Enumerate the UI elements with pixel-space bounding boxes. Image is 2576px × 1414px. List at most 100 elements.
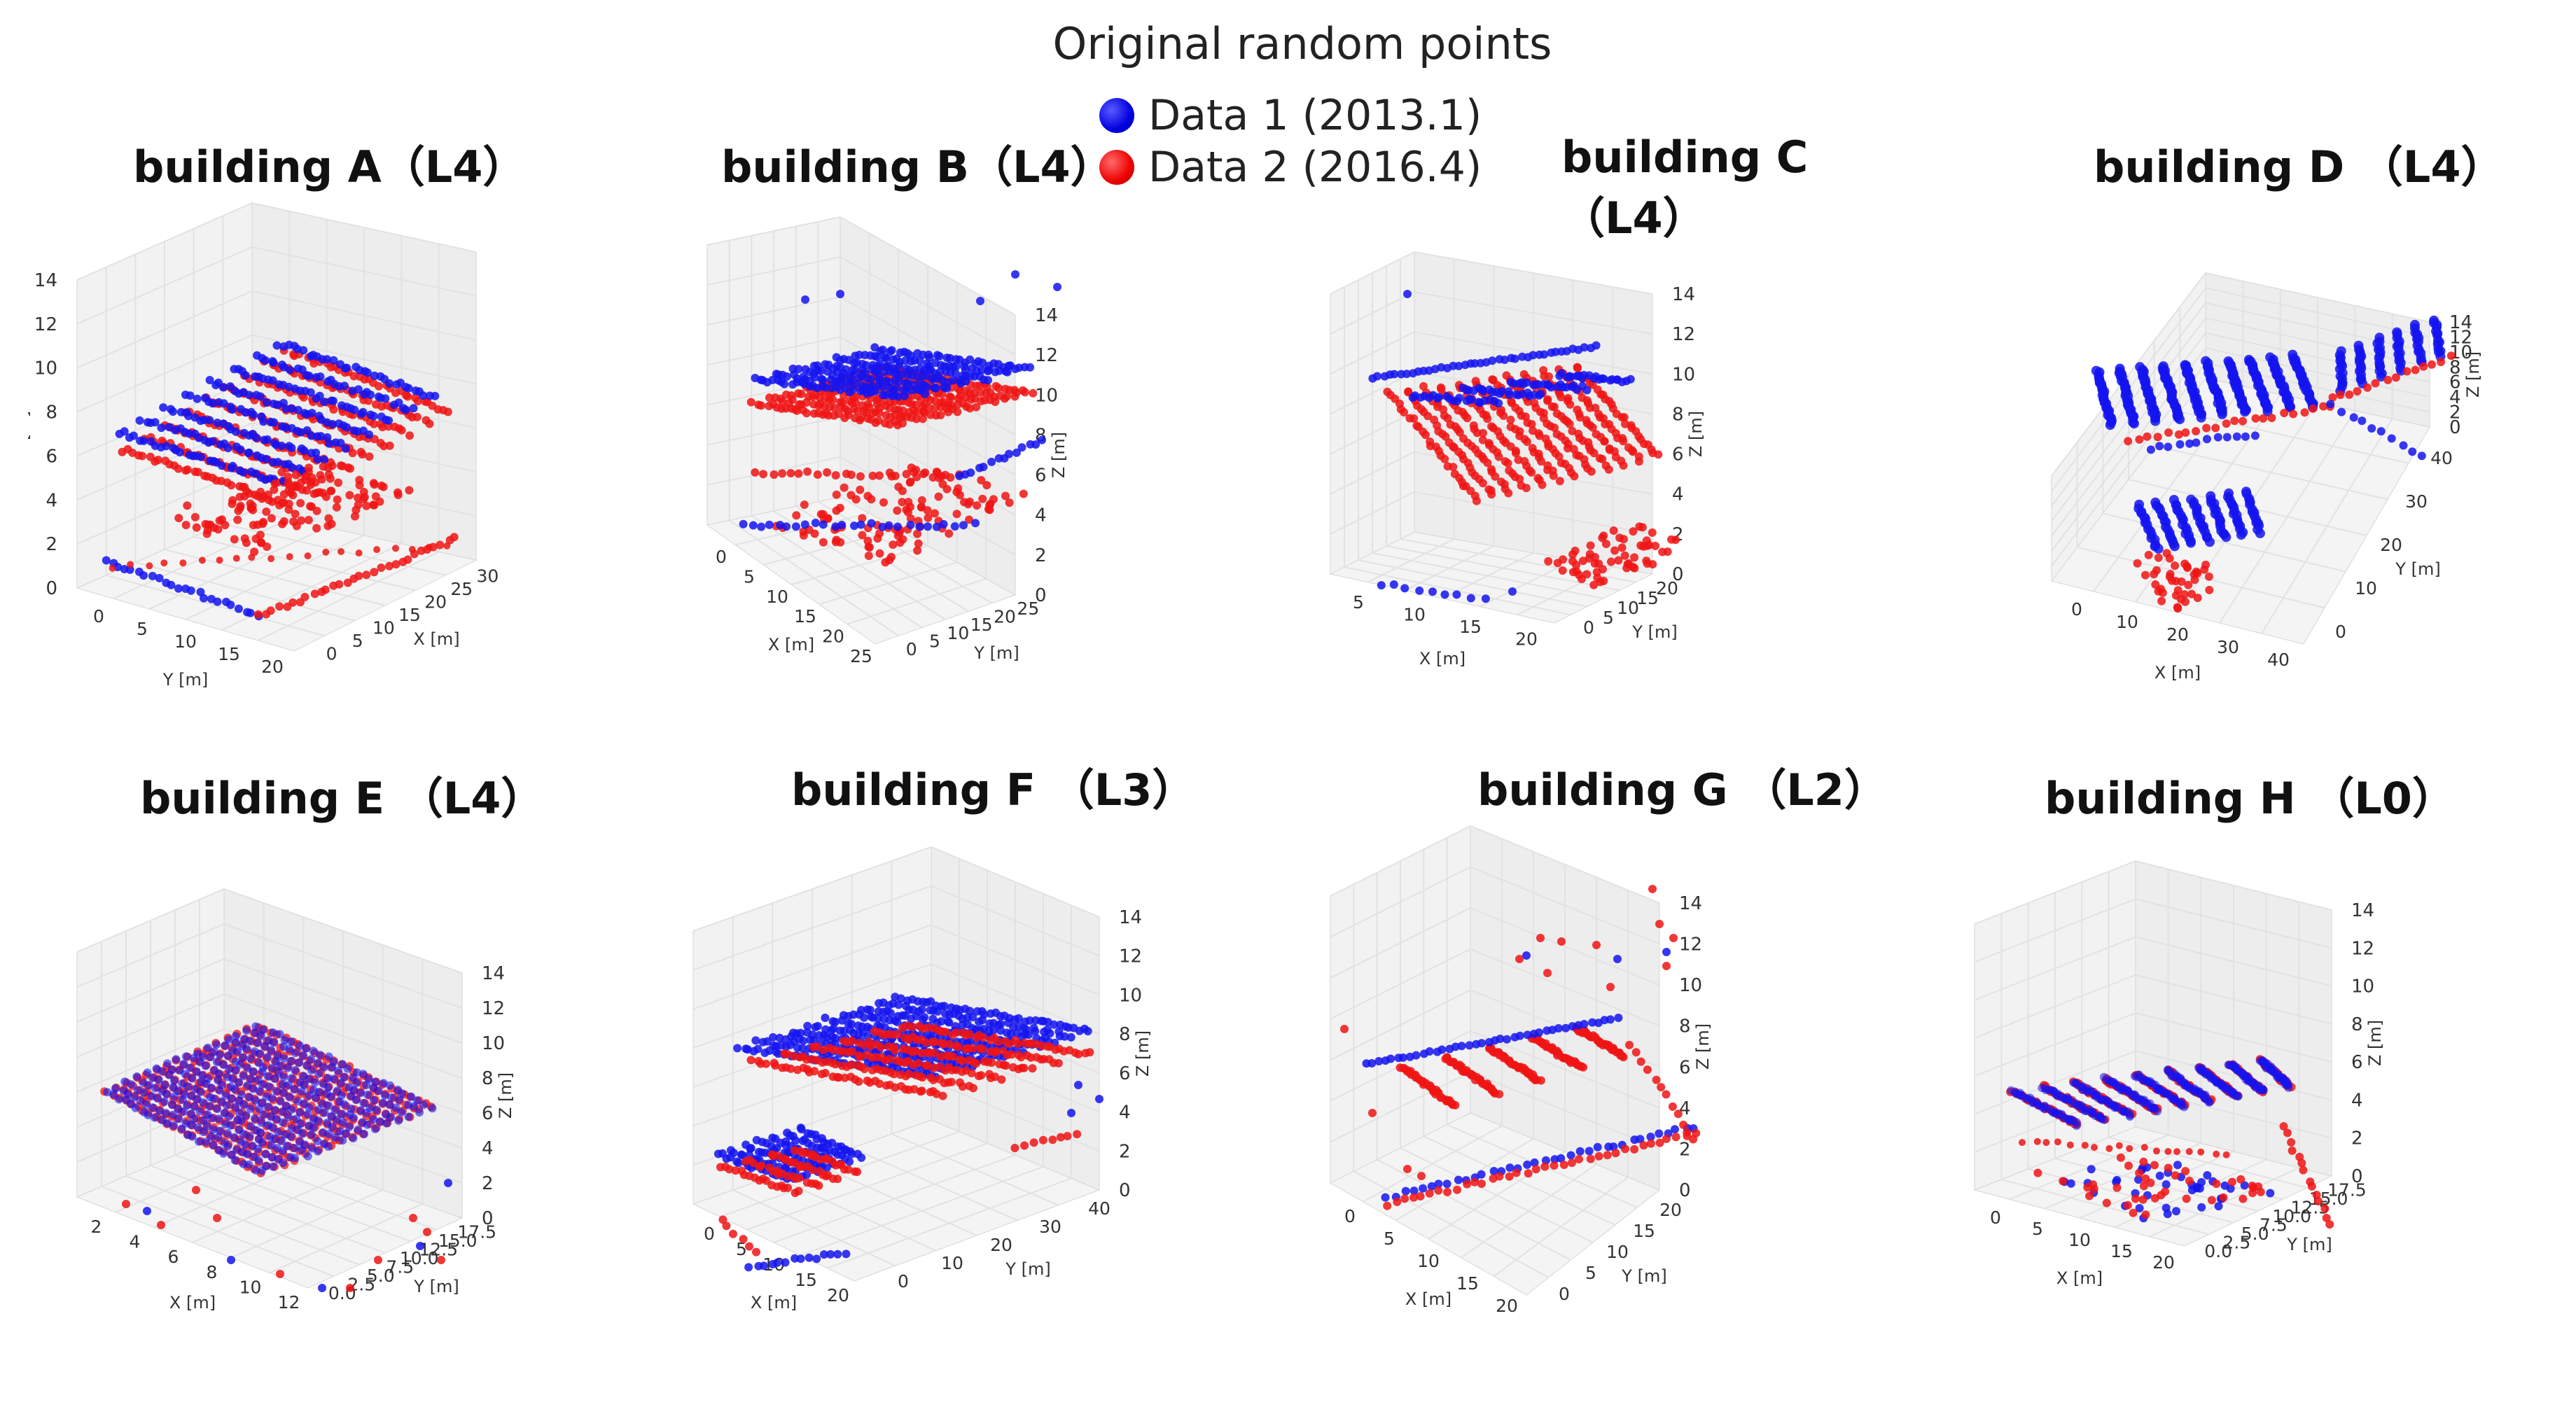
data2-point bbox=[247, 504, 256, 512]
data1-point bbox=[200, 1128, 208, 1136]
data2-point bbox=[1643, 1065, 1652, 1074]
data1-point bbox=[363, 1091, 372, 1099]
x-tick-label: 5 bbox=[1384, 1228, 1395, 1249]
data1-point bbox=[349, 1114, 358, 1122]
data1-point bbox=[132, 1072, 141, 1081]
data1-point bbox=[197, 1088, 205, 1096]
data2-point bbox=[966, 498, 974, 506]
data1-point bbox=[733, 1044, 742, 1052]
data1-point bbox=[300, 447, 308, 455]
data2-point bbox=[351, 506, 360, 514]
data2-point bbox=[191, 513, 200, 522]
data2-point bbox=[972, 1059, 980, 1068]
data1-point bbox=[245, 449, 253, 457]
data1-point bbox=[288, 444, 296, 452]
data1-point bbox=[242, 1026, 251, 1035]
data1-point bbox=[801, 520, 809, 528]
data2-point bbox=[2205, 573, 2213, 581]
data2-point bbox=[444, 407, 452, 416]
x-axis-label: X [m] bbox=[413, 629, 459, 649]
data1-point bbox=[162, 1090, 171, 1098]
data1-point bbox=[279, 1147, 287, 1155]
data1-point bbox=[952, 369, 960, 377]
data2-point bbox=[972, 403, 980, 412]
data1-point bbox=[2170, 541, 2180, 551]
data2-point bbox=[2289, 410, 2297, 418]
data1-point bbox=[209, 1095, 218, 1103]
data1-point bbox=[1467, 594, 1475, 603]
data1-point bbox=[894, 1000, 903, 1009]
data2-point bbox=[1568, 557, 1577, 566]
data1-point bbox=[132, 1104, 140, 1112]
data2-point bbox=[2202, 424, 2211, 433]
data1-point bbox=[1455, 394, 1463, 402]
data2-point bbox=[1030, 1138, 1038, 1147]
data2-point bbox=[1632, 1048, 1641, 1056]
data2-point bbox=[1689, 1135, 1697, 1144]
data1-point bbox=[2218, 410, 2227, 419]
data1-point bbox=[343, 1065, 351, 1073]
data2-point bbox=[1449, 463, 1457, 471]
data1-point bbox=[1655, 1129, 1663, 1138]
data2-point bbox=[1601, 438, 1609, 446]
z-tick-label: 14 bbox=[1679, 893, 1702, 914]
data2-point bbox=[2383, 376, 2392, 384]
data1-point bbox=[1053, 283, 1061, 291]
data1-point bbox=[2154, 544, 2164, 554]
y-tick-label: 0 bbox=[906, 639, 917, 659]
data2-point bbox=[722, 1222, 730, 1230]
data2-point bbox=[1473, 497, 1481, 505]
data2-point bbox=[1417, 1172, 1426, 1180]
data1-point bbox=[136, 416, 144, 425]
data2-point bbox=[778, 469, 786, 477]
data1-point bbox=[857, 521, 865, 529]
x-tick-label: 0 bbox=[704, 1224, 715, 1244]
data2-point bbox=[2437, 358, 2445, 366]
data2-point bbox=[296, 499, 305, 507]
data2-point bbox=[1522, 484, 1531, 492]
data1-point bbox=[205, 1102, 214, 1111]
x-tick-label: 0 bbox=[1344, 1206, 1356, 1226]
data2-point bbox=[829, 396, 837, 404]
x-tick-label: 4 bbox=[130, 1232, 141, 1252]
data2-point bbox=[240, 483, 249, 491]
z-tick-label: 2 bbox=[1679, 1139, 1691, 1160]
data2-point bbox=[2259, 414, 2267, 423]
data2-point bbox=[821, 1069, 830, 1077]
data1-point bbox=[352, 1096, 361, 1104]
data2-point bbox=[1598, 533, 1606, 542]
data2-point bbox=[2183, 564, 2192, 572]
z-tick-label: 12 bbox=[482, 998, 505, 1019]
y-tick-label: 0 bbox=[93, 606, 104, 626]
data1-point bbox=[2236, 530, 2246, 540]
data2-point bbox=[305, 516, 313, 524]
data1-point bbox=[286, 366, 294, 374]
data1-point bbox=[169, 1121, 178, 1130]
data2-point bbox=[362, 570, 370, 579]
data1-point bbox=[360, 1130, 368, 1138]
data1-point bbox=[1386, 1055, 1395, 1063]
data2-point bbox=[898, 498, 906, 506]
data1-point bbox=[327, 1093, 335, 1101]
data2-point bbox=[2157, 597, 2166, 606]
data2-point bbox=[346, 464, 354, 472]
data2-point bbox=[941, 1028, 949, 1036]
data2-point bbox=[1512, 1169, 1521, 1177]
data2-point bbox=[2211, 424, 2220, 432]
x-axis-label: X [m] bbox=[1419, 649, 1465, 668]
data1-point bbox=[821, 1014, 829, 1022]
data1-point bbox=[1435, 393, 1443, 401]
data2-point bbox=[1643, 559, 1652, 568]
data1-point bbox=[219, 383, 228, 391]
data2-point bbox=[1064, 1132, 1072, 1140]
data2-point bbox=[1020, 1142, 1029, 1150]
data2-point bbox=[2267, 414, 2276, 422]
data2-point bbox=[795, 470, 803, 478]
data1-point bbox=[781, 1259, 790, 1267]
data2-point bbox=[1483, 414, 1491, 423]
data1-point bbox=[1377, 581, 1386, 589]
data2-point bbox=[968, 1044, 977, 1053]
data1-point bbox=[1606, 1015, 1615, 1023]
data2-point bbox=[174, 514, 183, 522]
